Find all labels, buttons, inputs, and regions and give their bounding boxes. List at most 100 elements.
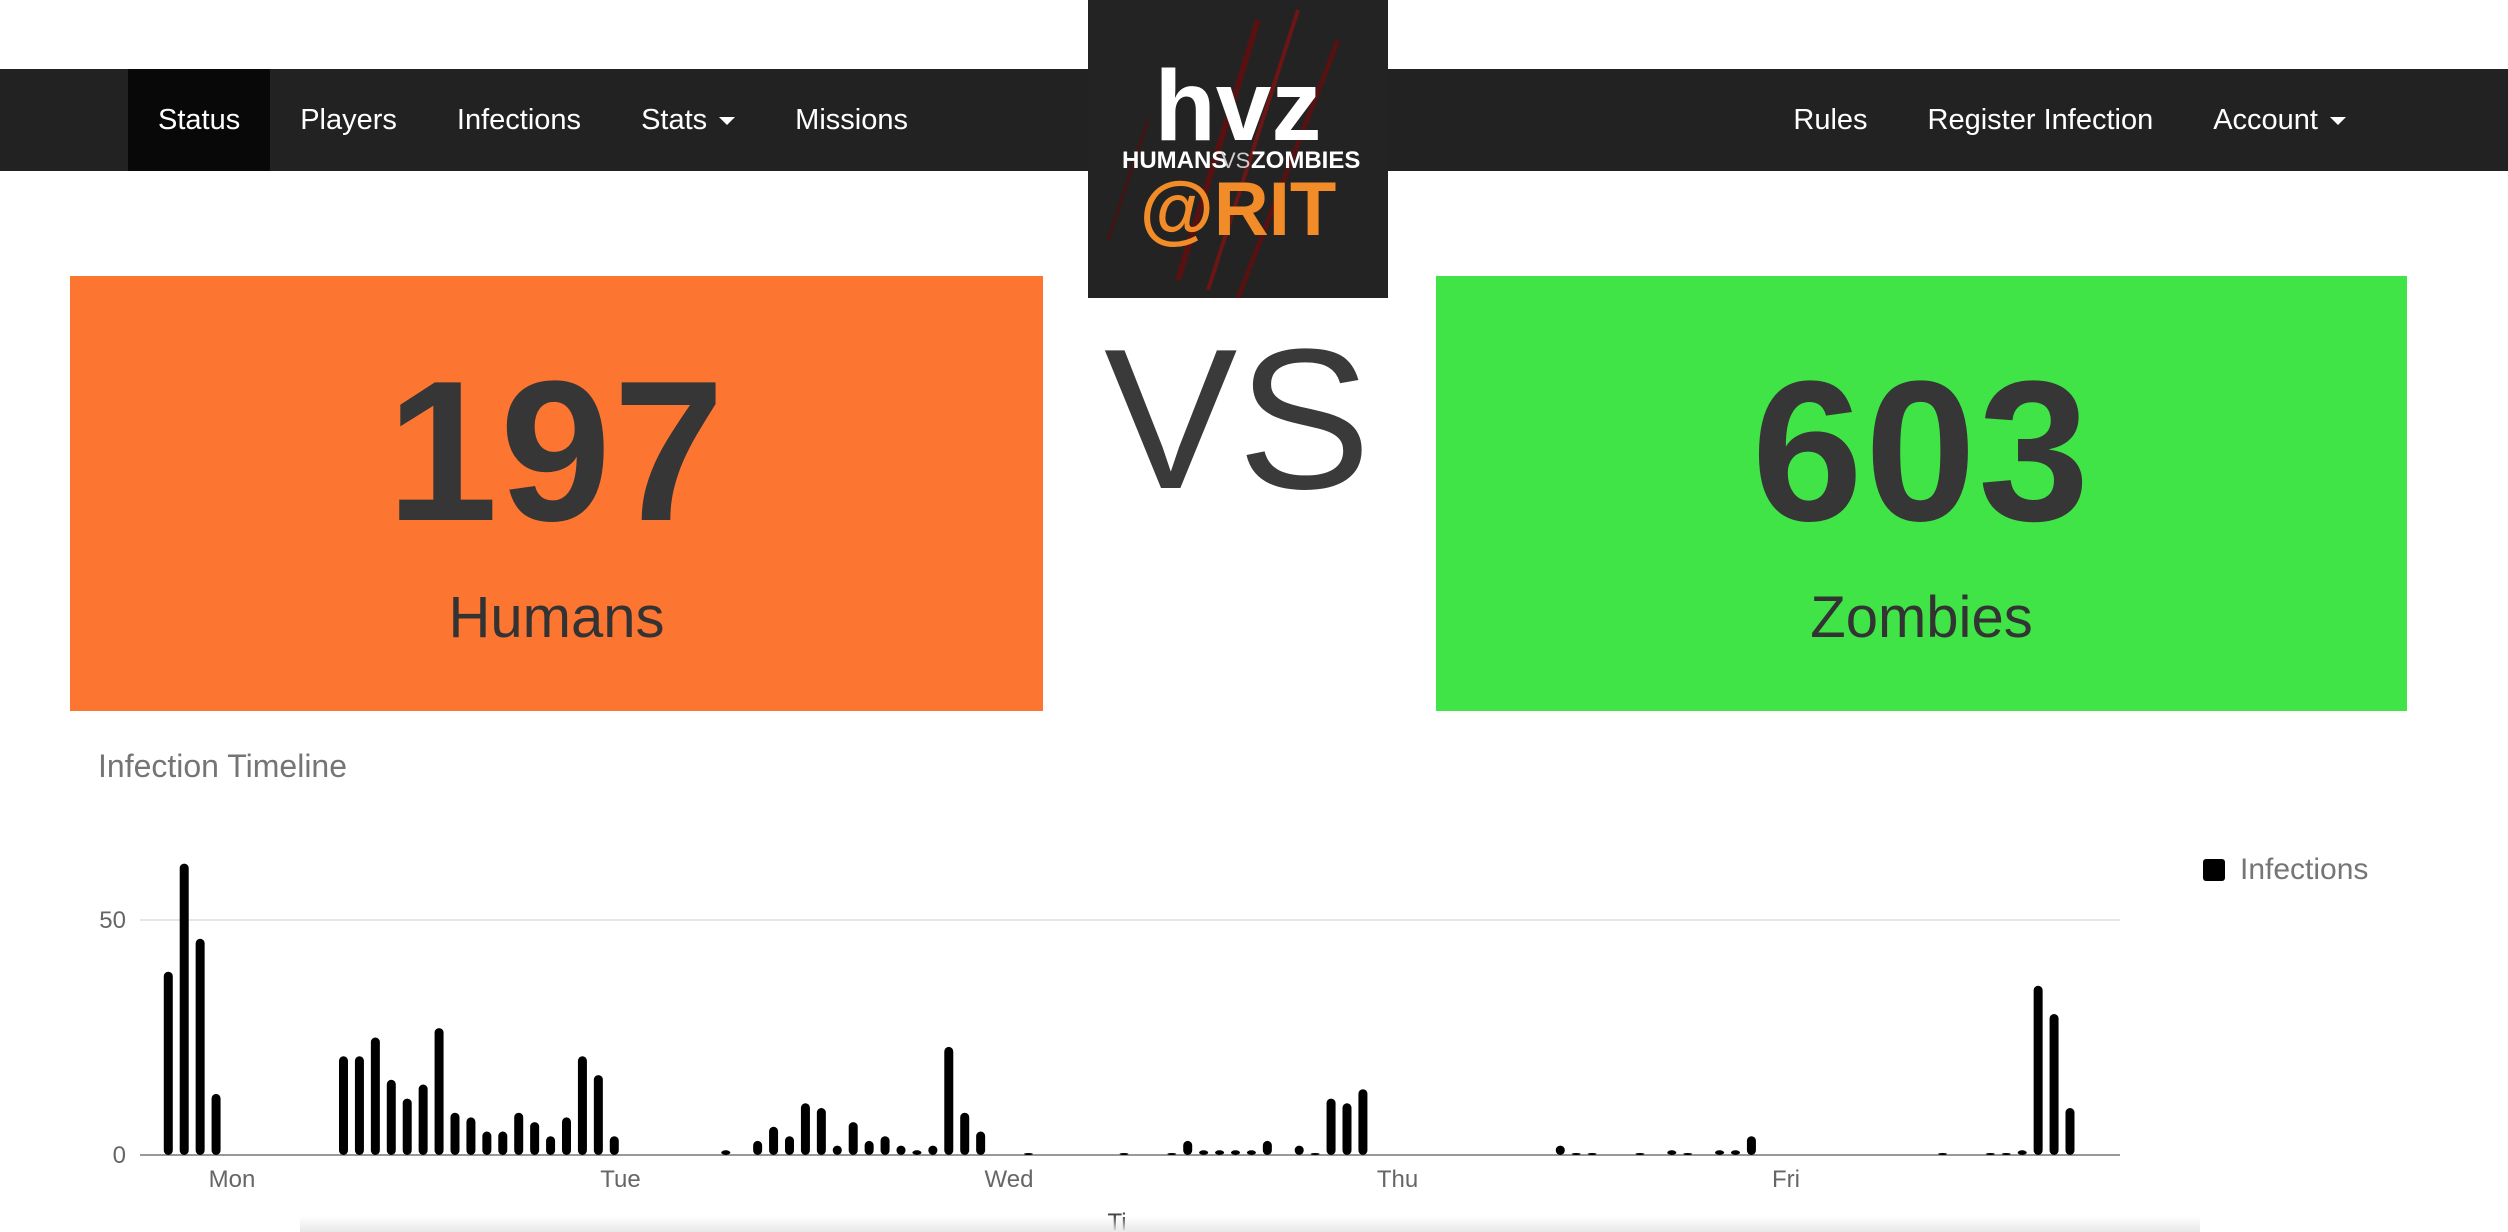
bar xyxy=(2065,1108,2075,1155)
nav-label: Rules xyxy=(1793,103,1868,136)
bar xyxy=(354,1056,364,1155)
bar xyxy=(1183,1140,1193,1155)
nav-account[interactable]: Account xyxy=(2183,69,2376,171)
y-tick-label: 0 xyxy=(113,1142,126,1169)
bar xyxy=(1262,1140,1272,1155)
bar xyxy=(864,1140,874,1155)
bar xyxy=(179,863,189,1155)
hvz-logo[interactable]: hvz HUMANS VS ZOMBIES @RIT xyxy=(1088,0,1388,298)
x-tick-label: Fri xyxy=(1772,1166,1800,1193)
logo-text-hvz: hvz xyxy=(1155,50,1322,162)
x-tick-label: Wed xyxy=(985,1166,1034,1193)
x-tick-label: Tue xyxy=(600,1166,640,1193)
bar xyxy=(1985,1153,1995,1155)
x-tick-label: Mon xyxy=(209,1166,256,1193)
bar xyxy=(593,1075,603,1155)
bar xyxy=(498,1131,508,1155)
bar xyxy=(960,1112,970,1155)
bar xyxy=(800,1103,810,1155)
bar xyxy=(163,971,173,1155)
bar xyxy=(370,1037,380,1155)
bar xyxy=(1587,1153,1597,1155)
nav-register-infection[interactable]: Register Infection xyxy=(1898,69,2184,171)
nav-label: Infections xyxy=(456,103,582,136)
nav-label: Stats xyxy=(641,103,708,136)
humans-count: 197 xyxy=(386,340,727,563)
nav-rules[interactable]: Rules xyxy=(1763,69,1897,171)
bar xyxy=(769,1126,779,1155)
bar xyxy=(1310,1153,1320,1155)
bar xyxy=(195,938,205,1155)
bar xyxy=(1555,1145,1565,1155)
nav-stats[interactable]: Stats xyxy=(611,69,765,171)
nav-label: Missions xyxy=(795,103,908,136)
bar xyxy=(546,1136,556,1155)
bar xyxy=(402,1098,412,1155)
nav-label: Players xyxy=(300,103,397,136)
nav-status[interactable]: Status xyxy=(128,69,271,171)
bar xyxy=(832,1145,842,1155)
bar xyxy=(482,1131,492,1155)
legend-label: Infections xyxy=(2240,853,2368,886)
logo-text-zombies: ZOMBIES xyxy=(1251,147,1360,174)
bar xyxy=(1167,1153,1177,1155)
bar xyxy=(1023,1153,1033,1155)
bar xyxy=(784,1136,794,1155)
nav-infections[interactable]: Infections xyxy=(427,69,611,171)
hvz-logo-graphic: hvz HUMANS VS ZOMBIES @RIT xyxy=(1106,9,1360,298)
nav-players[interactable]: Players xyxy=(270,69,427,171)
bar xyxy=(944,1046,954,1155)
bar xyxy=(338,1056,348,1155)
bar xyxy=(976,1131,986,1155)
y-tick-label: 50 xyxy=(99,907,126,934)
nav-label: Account xyxy=(2213,103,2318,136)
caret-down-icon xyxy=(2330,117,2346,125)
bar xyxy=(386,1079,396,1155)
logo-text-rit: @RIT xyxy=(1140,167,1337,252)
bar xyxy=(896,1145,906,1155)
bar xyxy=(848,1122,858,1155)
nav-label: Status xyxy=(158,103,241,136)
x-tick-label: Thu xyxy=(1377,1166,1418,1193)
bar xyxy=(1294,1145,1304,1155)
bar xyxy=(530,1122,540,1155)
card-shadow xyxy=(300,1216,2200,1232)
bar xyxy=(2017,1150,2027,1155)
bar xyxy=(753,1140,763,1155)
bar xyxy=(2033,985,2043,1155)
bar xyxy=(1746,1136,1756,1155)
bar xyxy=(2049,1014,2059,1155)
bar xyxy=(1571,1153,1581,1155)
bar xyxy=(418,1084,428,1155)
bar xyxy=(1246,1150,1256,1155)
bar xyxy=(211,1093,221,1155)
zombies-score-card: 603 Zombies xyxy=(1436,276,2407,711)
bar xyxy=(1230,1150,1240,1155)
bar xyxy=(2001,1153,2011,1155)
bar xyxy=(880,1136,890,1155)
bar xyxy=(577,1056,587,1155)
bar xyxy=(721,1150,731,1155)
infection-timeline-chart: 050MonTueWedThuFriInfectionsTi xyxy=(99,853,2368,1232)
nav-missions[interactable]: Missions xyxy=(765,69,938,171)
bar xyxy=(816,1108,826,1155)
zombies-count: 603 xyxy=(1751,340,2092,563)
humans-label: Humans xyxy=(448,585,665,650)
bar xyxy=(1119,1153,1129,1155)
nav-right: Rules Register Infection Account xyxy=(1763,69,2376,171)
caret-down-icon xyxy=(719,117,736,125)
bar xyxy=(1938,1153,1948,1155)
bar xyxy=(514,1112,524,1155)
bar xyxy=(1358,1089,1368,1155)
humans-score-card: 197 Humans xyxy=(70,276,1043,711)
vs-text: VS xyxy=(1104,308,1371,531)
nav-left: Status Players Infections Stats Missions xyxy=(128,69,938,171)
zombies-label: Zombies xyxy=(1810,585,2033,650)
bar xyxy=(466,1117,476,1155)
bar xyxy=(450,1112,460,1155)
bar xyxy=(1667,1150,1677,1155)
bar xyxy=(912,1150,922,1155)
bar xyxy=(928,1145,938,1155)
logo-text-vs: VS xyxy=(1221,148,1250,173)
legend-swatch-icon xyxy=(2203,859,2225,881)
